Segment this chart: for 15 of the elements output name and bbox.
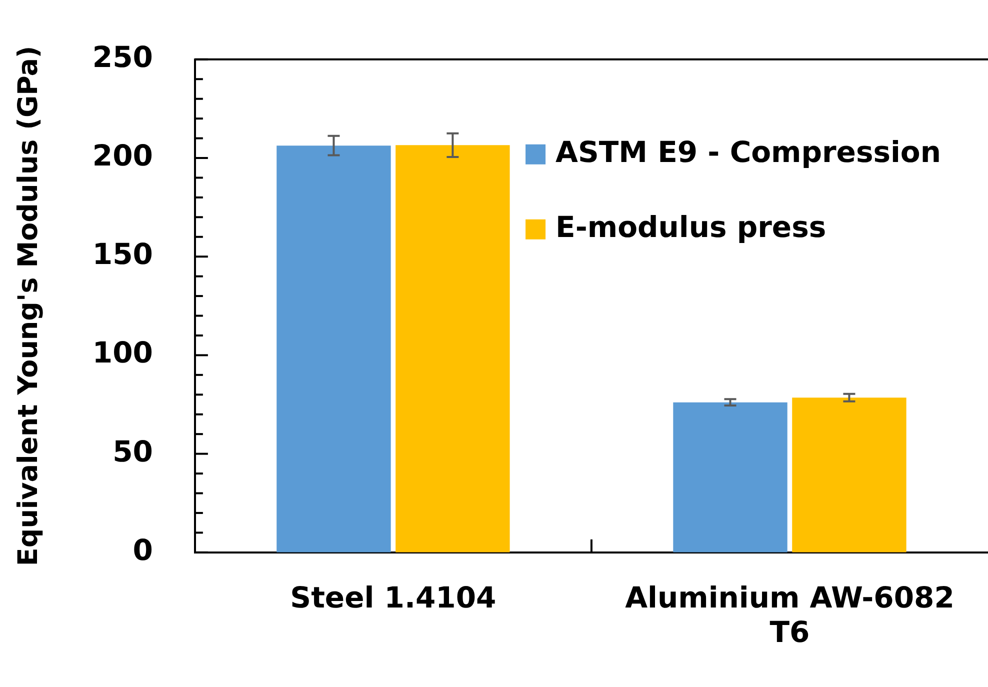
y-tick-label: 100 xyxy=(92,336,153,370)
y-axis-title: Equivalent Young's Modulus (GPa) xyxy=(13,46,44,566)
bar xyxy=(276,146,391,552)
y-tick-label: 150 xyxy=(92,237,153,272)
y-tick-label: 0 xyxy=(132,532,153,567)
legend-label: E-modulus press xyxy=(556,210,826,244)
y-tick-label: 50 xyxy=(112,434,153,468)
x-tick-label: Steel 1.4104 xyxy=(290,580,496,614)
y-tick-label: 200 xyxy=(92,138,153,173)
x-tick-label: Aluminium AW-6082 T6 xyxy=(625,580,954,650)
bar xyxy=(396,145,510,552)
y-tick-label: 250 xyxy=(92,40,153,74)
legend-label: ASTM E9 - Compression xyxy=(556,134,941,169)
bar xyxy=(792,398,906,552)
bar xyxy=(673,402,788,552)
